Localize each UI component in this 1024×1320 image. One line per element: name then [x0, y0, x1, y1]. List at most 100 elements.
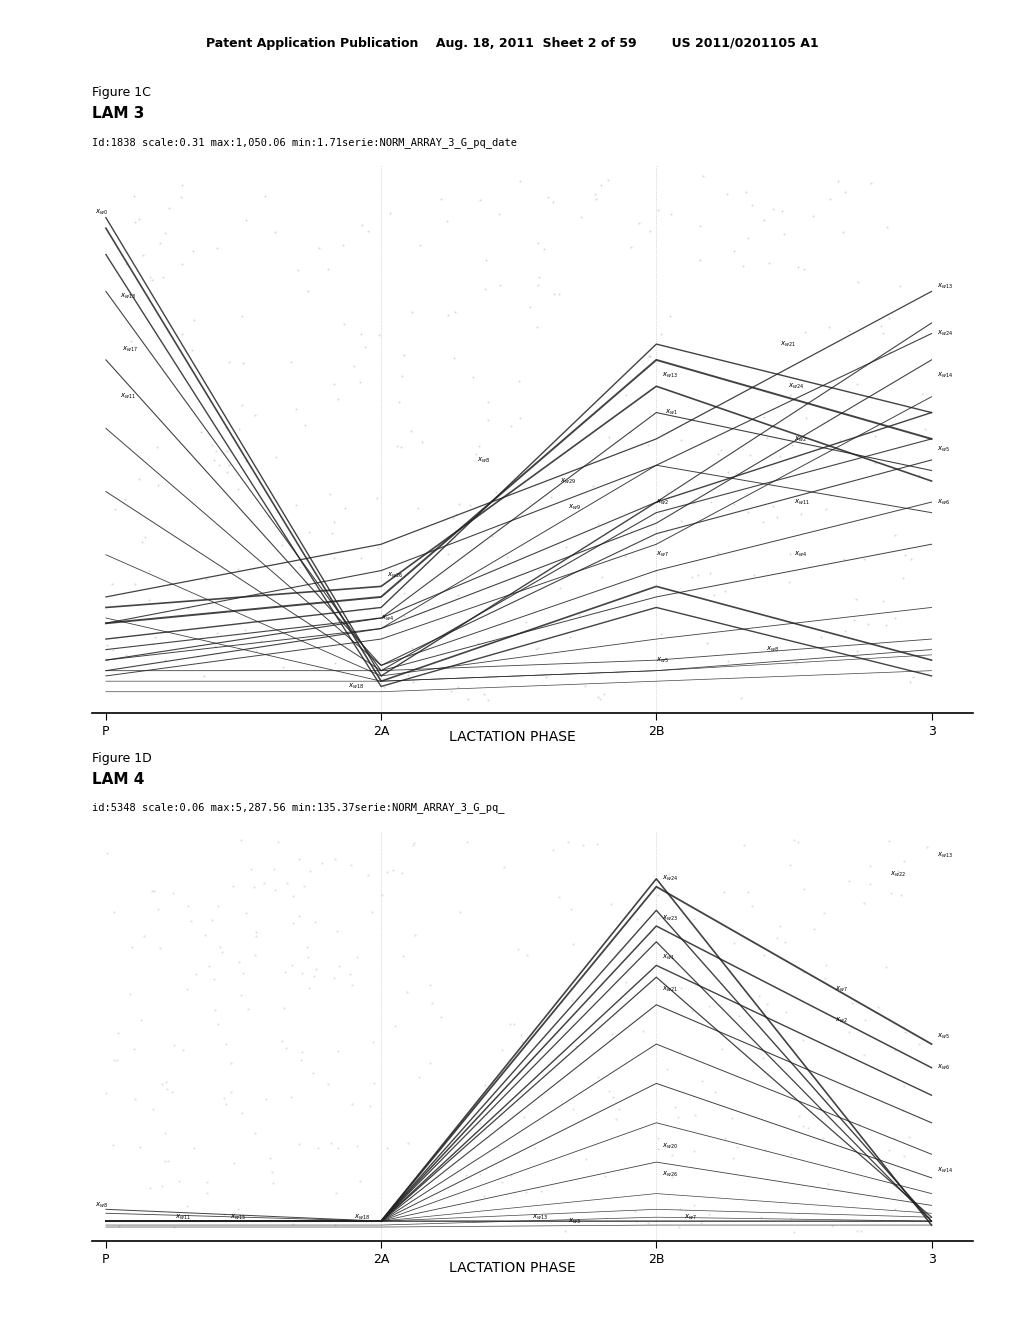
Text: $x_{w18}$: $x_{w18}$ [348, 682, 365, 692]
Point [617, 384, 634, 405]
Point [513, 1024, 529, 1045]
Point [253, 630, 269, 651]
Point [157, 649, 173, 671]
Text: $x_{w13}$: $x_{w13}$ [937, 281, 953, 290]
Point [328, 1183, 344, 1204]
Text: $x_{w21}$: $x_{w21}$ [780, 339, 797, 348]
Point [451, 585, 467, 606]
Point [502, 1014, 518, 1035]
Point [755, 1048, 771, 1069]
Point [529, 638, 546, 659]
Point [306, 911, 323, 932]
Point [700, 1204, 717, 1225]
Point [642, 220, 658, 242]
Point [298, 573, 314, 594]
Point [660, 863, 677, 884]
Point [359, 865, 376, 886]
Point [527, 1137, 544, 1158]
Point [438, 210, 455, 231]
Point [726, 240, 742, 261]
Point [440, 305, 457, 326]
Text: $x_{w2}$: $x_{w2}$ [656, 498, 670, 507]
Point [275, 998, 292, 1019]
Point [510, 939, 526, 960]
Point [686, 492, 702, 513]
Point [627, 1200, 643, 1221]
Point [819, 1089, 836, 1110]
Point [631, 213, 647, 234]
Point [532, 1180, 549, 1201]
Point [914, 384, 931, 405]
Text: $x_{w14}$: $x_{w14}$ [937, 1166, 953, 1175]
Point [395, 606, 412, 627]
Point [878, 957, 894, 978]
Text: $x_{w5}$: $x_{w5}$ [937, 1032, 950, 1040]
Text: $x_{w21}$: $x_{w21}$ [662, 985, 678, 994]
Text: $x_{w26}$: $x_{w26}$ [387, 572, 402, 581]
Text: $x_{w3}$: $x_{w3}$ [568, 1217, 582, 1226]
Point [291, 906, 307, 927]
Point [326, 546, 342, 568]
Point [161, 198, 177, 219]
Point [266, 879, 283, 900]
Point [198, 569, 214, 590]
Point [269, 832, 286, 853]
Point [726, 494, 742, 515]
Point [258, 1089, 274, 1110]
Point [835, 222, 851, 243]
Point [445, 347, 462, 368]
Point [903, 549, 920, 570]
Point [781, 384, 798, 405]
Point [234, 1102, 251, 1123]
Point [336, 314, 352, 335]
Point [450, 677, 466, 698]
Point [180, 598, 197, 619]
Point [476, 1074, 493, 1096]
Text: $x_{w5}$: $x_{w5}$ [937, 445, 950, 454]
Point [746, 564, 763, 585]
Point [452, 902, 468, 923]
Point [776, 932, 793, 953]
Point [911, 465, 928, 486]
Point [671, 927, 687, 948]
Point [364, 902, 380, 923]
Point [186, 310, 203, 331]
Point [859, 614, 876, 635]
Point [211, 455, 227, 477]
Point [702, 491, 719, 512]
Point [781, 855, 798, 876]
Point [594, 566, 610, 587]
Point [379, 861, 395, 882]
Point [349, 946, 366, 968]
Point [628, 1210, 644, 1232]
Point [831, 430, 848, 451]
Point [238, 450, 254, 471]
Text: $x_{w13}$: $x_{w13}$ [120, 292, 136, 301]
Point [424, 993, 440, 1014]
Point [185, 240, 202, 261]
Point [611, 1098, 628, 1119]
Point [503, 1164, 519, 1185]
Point [214, 941, 230, 962]
Point [479, 409, 496, 430]
Point [180, 895, 197, 916]
Point [684, 1001, 700, 1022]
Point [772, 915, 788, 936]
Point [357, 337, 374, 358]
Point [489, 1137, 506, 1158]
Point [781, 544, 798, 565]
Point [396, 582, 413, 603]
Point [759, 428, 775, 449]
Point [313, 851, 330, 873]
Text: $x_{w22}$: $x_{w22}$ [890, 870, 906, 879]
Point [686, 1140, 702, 1162]
Point [893, 884, 909, 906]
Point [765, 199, 781, 220]
Point [720, 651, 736, 672]
Point [782, 1143, 799, 1164]
Point [472, 190, 488, 211]
Point [153, 232, 169, 253]
Point [210, 1012, 226, 1034]
Point [104, 1134, 121, 1155]
Point [234, 962, 251, 983]
